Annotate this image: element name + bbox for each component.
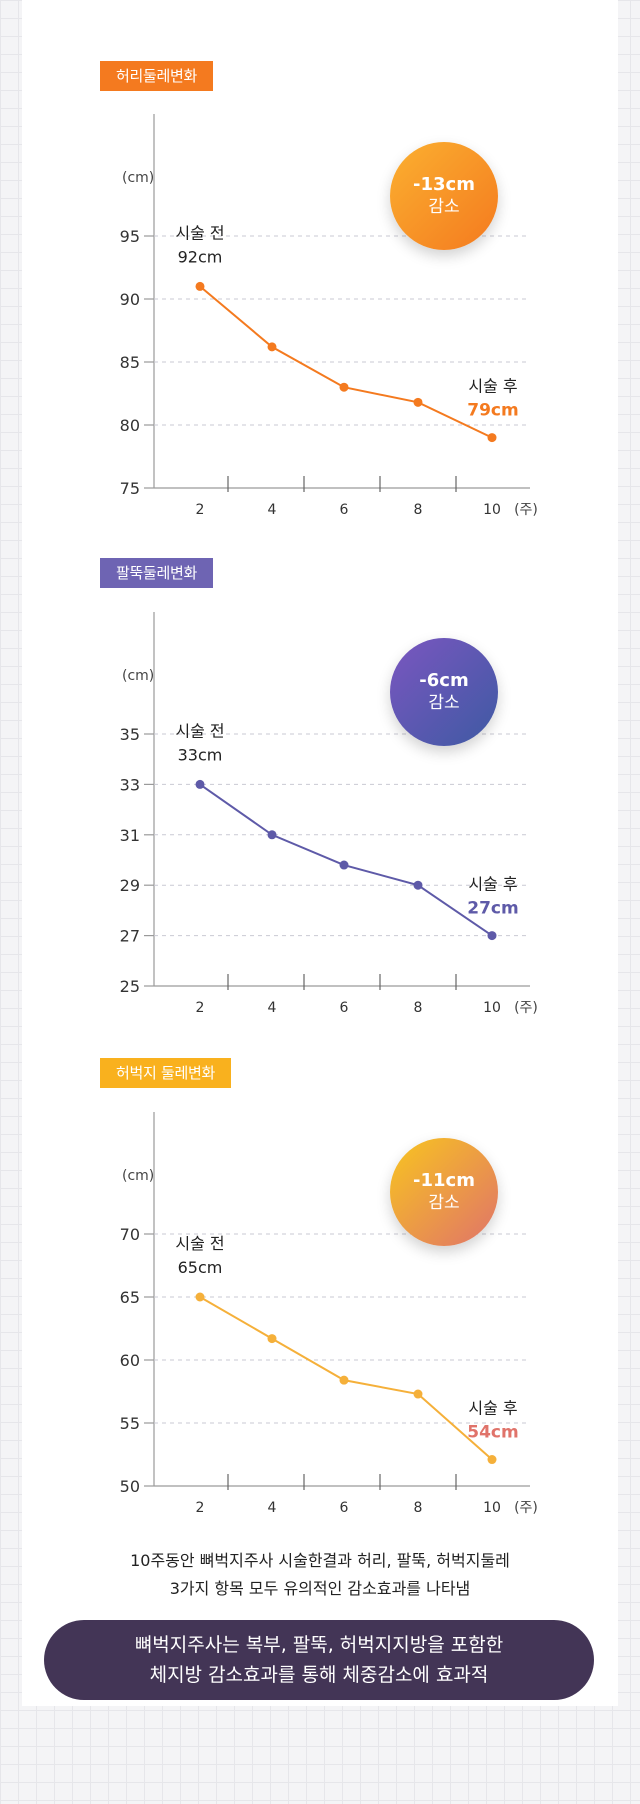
x-tick-label: 4 — [268, 1000, 277, 1016]
data-point — [487, 433, 497, 443]
data-point — [413, 880, 423, 890]
y-unit-label: (cm) — [122, 1168, 154, 1184]
badge-value: -11cm — [413, 1170, 475, 1191]
y-tick-label: 65 — [120, 1288, 140, 1307]
thigh-reduction-badge: -11cm 감소 — [390, 1138, 498, 1246]
arm-chart-tag: 팔뚝둘레변화 — [100, 558, 214, 588]
y-tick-label: 35 — [120, 725, 140, 744]
summary-line-2: 3가지 항목 모두 유의적인 감소효과를 나타냄 — [169, 1579, 471, 1598]
y-tick-label: 33 — [120, 775, 140, 794]
before-label: 시술 전 — [175, 1234, 224, 1253]
before-value: 33cm — [178, 745, 223, 764]
y-tick-label: 90 — [120, 290, 140, 309]
x-tick-label: 8 — [414, 1000, 423, 1016]
summary-text: 10주동안 뼈벅지주사 시술한결과 허리, 팔뚝, 허벅지둘레 3가지 항목 모… — [0, 1547, 640, 1603]
y-unit-label: (cm) — [122, 668, 154, 684]
x-unit-label: (주) — [514, 1000, 538, 1016]
after-label: 시술 후 — [468, 1399, 517, 1418]
x-unit-label: (주) — [514, 502, 538, 518]
arm-reduction-badge: -6cm 감소 — [390, 638, 498, 746]
y-tick-label: 70 — [120, 1225, 140, 1244]
before-label: 시술 전 — [175, 721, 224, 740]
x-tick-label: 10 — [483, 1500, 501, 1516]
x-tick-label: 8 — [414, 502, 423, 518]
summary-line-1: 10주동안 뼈벅지주사 시술한결과 허리, 팔뚝, 허벅지둘레 — [130, 1551, 510, 1570]
waist-reduction-badge: -13cm 감소 — [390, 142, 498, 250]
y-tick-label: 27 — [120, 927, 140, 946]
conclusion-line-2: 체지방 감소효과를 통해 체중감소에 효과적 — [149, 1664, 489, 1686]
waist-chart: (cm) 75 80 85 90 95 2 4 6 8 10 (주) 시술 전 92cm 시술 후 79cm — [120, 114, 538, 518]
x-tick-label: 10 — [483, 1000, 501, 1016]
x-tick-label: 10 — [483, 502, 501, 518]
badge-label: 감소 — [428, 197, 460, 217]
data-point — [413, 1389, 423, 1399]
series-line — [199, 783, 493, 937]
data-point — [413, 397, 423, 407]
data-point — [267, 830, 277, 840]
badge-value: -6cm — [419, 670, 469, 691]
conclusion-line-1: 뼈벅지주사는 복부, 팔뚝, 허벅지지방을 포함한 — [134, 1634, 504, 1656]
before-value: 92cm — [178, 247, 223, 266]
after-label: 시술 후 — [468, 875, 517, 894]
y-tick-label: 95 — [120, 227, 140, 246]
x-tick-label: 4 — [268, 1500, 277, 1516]
data-point — [267, 1334, 277, 1344]
thigh-chart: (cm) 50 55 60 65 70 2 4 6 8 10 (주) 시술 전 65cm 시술 후 54cm — [120, 1112, 538, 1516]
data-point — [487, 931, 497, 941]
badge-value: -13cm — [413, 174, 475, 195]
data-point — [195, 281, 205, 291]
data-point — [267, 342, 277, 352]
x-tick-label: 8 — [414, 1500, 423, 1516]
y-tick-label: 85 — [120, 353, 140, 372]
y-tick-label: 50 — [120, 1477, 140, 1496]
after-value: 27cm — [467, 899, 518, 919]
thigh-chart-tag: 허벅지 둘레변화 — [100, 1058, 231, 1088]
before-label: 시술 전 — [175, 223, 224, 242]
data-point — [487, 1455, 497, 1465]
data-point — [195, 779, 205, 789]
y-tick-label: 75 — [120, 479, 140, 498]
badge-label: 감소 — [428, 693, 460, 713]
data-point — [195, 1292, 205, 1302]
data-point — [339, 1375, 349, 1385]
x-tick-label: 6 — [340, 1000, 349, 1016]
before-value: 65cm — [178, 1258, 223, 1277]
x-tick-label: 2 — [196, 1000, 205, 1016]
data-point — [339, 860, 349, 870]
arm-chart: (cm) 25 27 29 31 33 35 2 4 6 8 10 (주) 시술 전 33cm 시술 후 27c… — [120, 612, 538, 1016]
x-unit-label: (주) — [514, 1500, 538, 1516]
after-value: 79cm — [467, 401, 518, 421]
y-tick-label: 25 — [120, 977, 140, 996]
conclusion-banner: 뼈벅지주사는 복부, 팔뚝, 허벅지지방을 포함한 체지방 감소효과를 통해 체… — [44, 1620, 594, 1700]
after-value: 54cm — [467, 1423, 518, 1443]
x-tick-label: 6 — [340, 502, 349, 518]
x-tick-label: 2 — [196, 502, 205, 518]
y-tick-label: 31 — [120, 826, 140, 845]
data-point — [339, 382, 349, 392]
waist-chart-tag: 허리둘레변화 — [100, 61, 214, 91]
content-card — [22, 0, 618, 1706]
badge-label: 감소 — [428, 1193, 460, 1213]
y-tick-label: 60 — [120, 1351, 140, 1370]
x-tick-label: 4 — [268, 502, 277, 518]
x-tick-label: 6 — [340, 1500, 349, 1516]
x-tick-label: 2 — [196, 1500, 205, 1516]
y-tick-label: 80 — [120, 416, 140, 435]
after-label: 시술 후 — [468, 377, 517, 396]
y-tick-label: 29 — [120, 876, 140, 895]
y-tick-label: 55 — [120, 1414, 140, 1433]
y-unit-label: (cm) — [122, 170, 154, 186]
